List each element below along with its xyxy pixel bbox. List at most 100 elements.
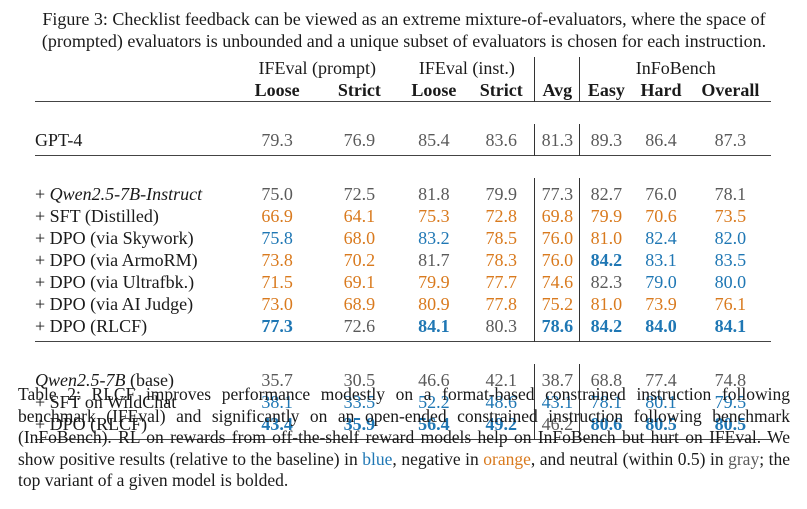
table-cell: 82.7 (590, 184, 623, 204)
table-rule (35, 155, 771, 178)
table-cell: 80.6 (590, 414, 623, 434)
group-header-row: IFEval (prompt) IFEval (inst.) InFoBench (35, 57, 771, 79)
table-cell: 73.9 (645, 294, 677, 314)
table-cell: 82.3 (590, 272, 623, 292)
table-row: + SFT on WildChat 38.1 33.5 52.2 48.6 43.1 78.… (35, 391, 771, 413)
table-cell: 68.0 (343, 228, 376, 248)
row-label: + SFT on WildChat (35, 392, 177, 412)
table-cell: 75.0 (261, 184, 293, 204)
table-cell: 77.3 (261, 316, 293, 336)
group-infobench: InFoBench (635, 58, 716, 78)
table-row: + DPO (via AI Judge) 73.0 68.9 80.9 77.8 75.2… (35, 293, 771, 315)
table-cell: 77.4 (645, 370, 677, 390)
table-cell: 79.0 (645, 272, 677, 292)
table-cell: 79.3 (261, 130, 293, 150)
table-cell: 84.2 (590, 250, 623, 270)
table-cell: 68.8 (590, 370, 623, 390)
table-cell: 48.6 (485, 392, 517, 412)
table-cell: 68.9 (343, 294, 376, 314)
table-row: Qwen2.5-7B (base) 35.7 30.5 46.6 42.1 38.7 68.… (35, 364, 771, 391)
table-cell: 76.0 (645, 184, 677, 204)
table-row: + DPO (RLCF) 77.3 72.6 84.1 80.3 78.6 84.2 84.0… (35, 315, 771, 342)
col-header: Easy (587, 80, 625, 100)
table-cell: 80.3 (485, 316, 517, 336)
table-cell: 84.1 (418, 316, 450, 336)
table-cell: 76.0 (541, 228, 574, 248)
table-cell: 84.1 (714, 316, 747, 336)
table-cell: 84.0 (645, 316, 677, 336)
col-header: Strict (479, 80, 523, 100)
col-header: Loose (254, 80, 300, 100)
table-cell: 80.5 (645, 414, 677, 434)
table-cell: 64.1 (343, 206, 376, 226)
row-label: + Qwen2.5-7B-Instruct (35, 184, 203, 204)
table-cell: 79.9 (418, 272, 450, 292)
table-cell: 49.2 (485, 414, 517, 434)
row-label: + DPO (via AI Judge) (35, 294, 194, 314)
table-cell: 81.0 (590, 228, 623, 248)
table-cell: 81.7 (418, 250, 450, 270)
table-cell: 75.8 (261, 228, 293, 248)
table-cell: 85.4 (418, 130, 450, 150)
table-cell: 74.6 (541, 272, 574, 292)
table-cell: 69.1 (343, 272, 376, 292)
table-cell: 76.9 (343, 130, 376, 150)
table-row: + Qwen2.5-7B-Instruct 75.0 72.5 81.8 79.9 77.… (35, 178, 771, 205)
table-cell: 83.6 (485, 130, 517, 150)
group-ifeval-inst: IFEval (inst.) (418, 58, 515, 78)
table-cell: 77.3 (541, 184, 574, 204)
table-cell: 87.3 (714, 130, 747, 150)
row-label: + DPO (RLCF) (35, 316, 148, 336)
group-ifeval-prompt: IFEval (prompt) (258, 58, 376, 78)
table-cell: 38.7 (541, 370, 574, 390)
col-header: Loose (411, 80, 457, 100)
table-cell: 66.9 (261, 206, 293, 226)
table-cell: 52.2 (418, 392, 450, 412)
figure-caption: Figure 3: Checklist feedback can be view… (41, 9, 767, 51)
row-label: + SFT (Distilled) (35, 206, 159, 226)
row-label: + DPO (via Ultrafbk.) (35, 272, 195, 292)
legend-orange-word: orange (483, 448, 531, 469)
table-cell: 77.7 (485, 272, 517, 292)
table-row: + DPO (via ArmoRM) 73.8 70.2 81.7 78.3 76.0 84… (35, 249, 771, 271)
row-label: Qwen2.5-7B (base) (35, 370, 174, 390)
legend-gray-word: gray (728, 448, 760, 469)
table-cell: 83.2 (418, 228, 450, 248)
column-header-row: Loose Strict Loose Strict Avg Easy Hard … (35, 79, 771, 102)
table-cell: 81.0 (590, 294, 623, 314)
row-label: GPT-4 (35, 130, 83, 150)
table-cell: 56.4 (418, 414, 450, 434)
col-header: Hard (640, 80, 682, 100)
table-rule (35, 439, 771, 462)
table-cell: 43.4 (261, 414, 293, 434)
table-cell: 81.3 (541, 130, 574, 150)
col-header: Avg (542, 80, 573, 100)
table-cell: 75.2 (541, 294, 574, 314)
table-row: + DPO (RLCF) 43.4 35.9 56.4 49.2 46.2 80.6 80.5… (35, 413, 771, 440)
table-row: + SFT (Distilled) 66.9 64.1 75.3 72.8 69.8 79.… (35, 205, 771, 227)
col-header: Strict (337, 80, 381, 100)
table-cell: 35.7 (261, 370, 293, 390)
legend-blue-word: blue (362, 448, 393, 469)
table-cell: 46.2 (541, 414, 574, 434)
table-cell: 73.0 (261, 294, 293, 314)
table-cell: 77.8 (485, 294, 517, 314)
table-cell: 80.5 (714, 414, 747, 434)
table-cell: 79.5 (714, 392, 747, 412)
table-cell: 79.9 (590, 206, 623, 226)
table-cell: 80.1 (645, 392, 677, 412)
table-cell: 71.5 (261, 272, 293, 292)
table-caption: Table 2: RLCF improves performance modes… (18, 384, 790, 490)
table-cell: 78.1 (590, 392, 623, 412)
table-cell: 80.9 (418, 294, 450, 314)
results-table: IFEval (prompt) IFEval (inst.) InFoBench… (35, 57, 771, 462)
table-row: + DPO (via Skywork) 75.8 68.0 83.2 78.5 76.0 8… (35, 227, 771, 249)
table-cell: 70.2 (343, 250, 376, 270)
table-cell: 70.6 (645, 206, 677, 226)
table-cell: 35.9 (343, 414, 376, 434)
table-cell: 78.1 (714, 184, 747, 204)
row-label: + DPO (via ArmoRM) (35, 250, 198, 270)
table-cell: 73.5 (714, 206, 747, 226)
col-header: Overall (701, 80, 760, 100)
row-label: + DPO (RLCF) (35, 414, 148, 434)
